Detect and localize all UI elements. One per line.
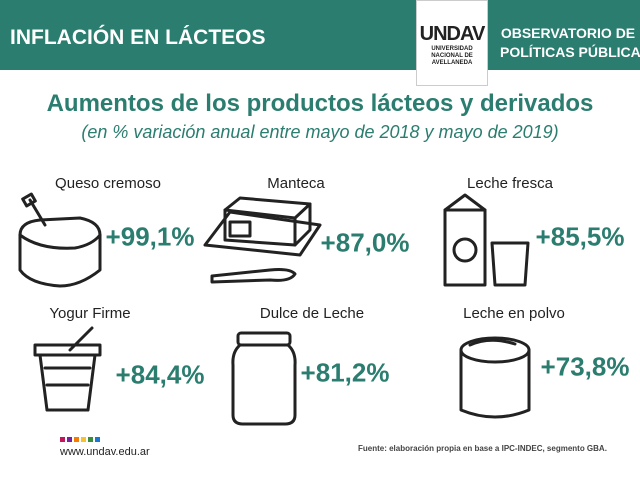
- logo: UNDAV UNIVERSIDAD NACIONAL DE AVELLANEDA: [416, 0, 488, 86]
- product-name: Yogur Firme: [49, 305, 131, 322]
- organization-line: OBSERVATORIO DE: [500, 25, 636, 41]
- logo-name: UNDAV: [419, 23, 486, 45]
- milk-icon: [443, 193, 530, 287]
- powder-can-icon: [459, 336, 531, 419]
- logo-line: NACIONAL DE: [431, 53, 473, 59]
- product-name: Queso cremoso: [55, 175, 161, 192]
- logo-line: UNIVERSIDAD: [431, 46, 473, 52]
- product-change: +87,0%: [320, 227, 410, 258]
- product-name: Dulce de Leche: [259, 305, 365, 322]
- header-title: INFLACIÓN EN LÁCTEOS: [10, 26, 266, 49]
- product-name: Leche en polvo: [463, 305, 565, 322]
- product-change: +84,4%: [115, 359, 205, 390]
- source: Fuente: elaboración propia en base a IPC…: [358, 444, 607, 453]
- product-name: Manteca: [267, 175, 325, 192]
- title: Aumentos de los productos lácteos y deri…: [46, 90, 594, 117]
- product-change: +85,5%: [535, 221, 625, 252]
- subtitle: (en % variación anual entre mayo de 2018…: [81, 122, 559, 142]
- organization: OBSERVATORIO DE POLÍTICAS PÚBLICAS: [500, 24, 640, 62]
- logo-line: AVELLANEDA: [431, 60, 473, 66]
- product-change: +73,8%: [540, 351, 630, 382]
- header-band: [0, 0, 640, 70]
- color-squares: [60, 437, 100, 442]
- product-name: Leche fresca: [467, 175, 553, 192]
- product-change: +99,1%: [105, 221, 195, 252]
- organization-line: POLÍTICAS PÚBLICAS: [500, 44, 640, 60]
- yogurt-icon: [33, 326, 102, 412]
- butter-icon: [203, 196, 322, 284]
- jar-icon: [231, 331, 297, 426]
- cheese-icon: [18, 192, 102, 288]
- product-change: +81,2%: [300, 357, 390, 388]
- website: www.undav.edu.ar: [60, 446, 150, 458]
